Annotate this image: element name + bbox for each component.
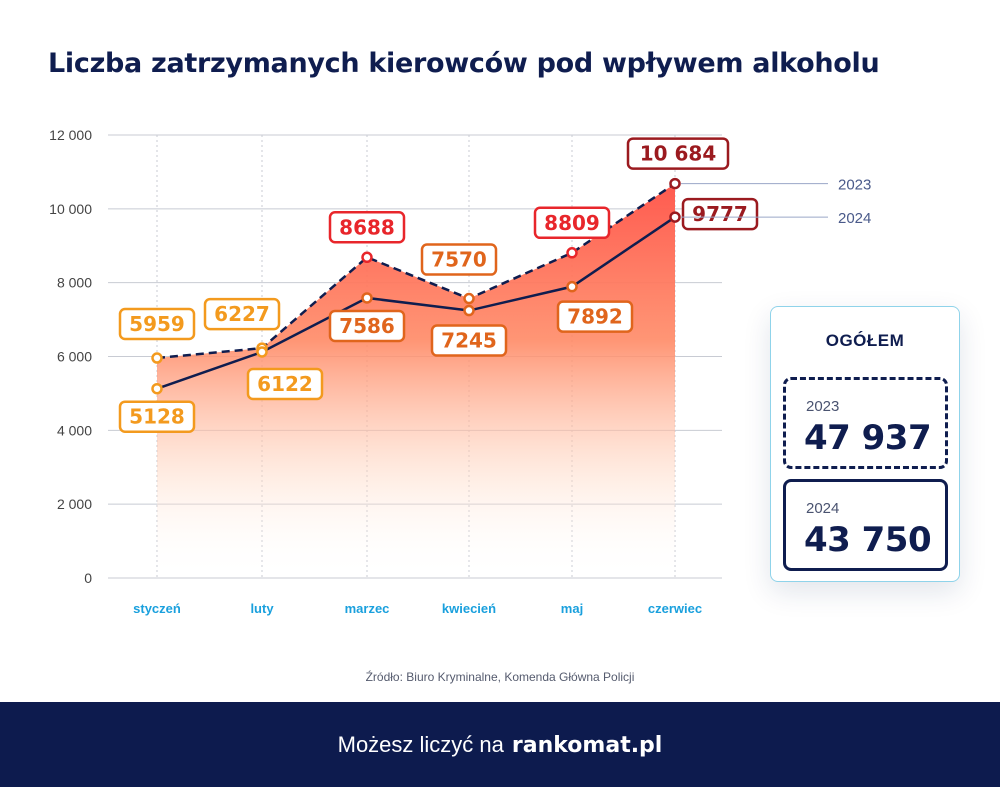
line-layer [156, 182, 676, 390]
data-label-2024-text: 9777 [692, 202, 748, 226]
y-tick-label: 2 000 [57, 496, 92, 512]
marker-2023 [151, 352, 163, 364]
x-tick-label: czerwiec [648, 601, 702, 616]
data-label-2024-text: 7245 [441, 329, 497, 353]
data-label-2023-text: 8688 [339, 215, 395, 239]
data-label-2024-text: 6122 [257, 372, 313, 396]
data-label-2023-box [203, 297, 281, 331]
footer-content: Możesz liczyć na rankomat.pl [0, 732, 1000, 758]
footer-brand-logo[interactable]: rankomat.pl [511, 733, 663, 758]
marker-2024 [256, 346, 268, 358]
chart-title: Liczba zatrzymanych kierowców pod wpływe… [48, 48, 880, 79]
totals-title: OGÓŁEM [825, 331, 905, 350]
x-tick-label: maj [561, 601, 583, 616]
marker-2023 [463, 292, 475, 305]
line-2024 [156, 216, 676, 390]
x-tick-label: luty [250, 601, 274, 616]
area-layer [157, 183, 675, 578]
data-label-2023-text: 8809 [544, 211, 600, 235]
data-label-2023-text: 6227 [214, 302, 270, 326]
total-2023-value: 47 937 [804, 418, 932, 458]
data-label-2023-box [328, 211, 406, 244]
marker-2024 [151, 382, 163, 395]
data-label-2024-box [246, 367, 324, 401]
y-tick-label: 0 [84, 570, 92, 586]
footer-bar: Możesz liczyć na rankomat.pl [0, 702, 1000, 787]
data-label-2023-box [118, 307, 196, 341]
footer-tagline: Możesz liczyć na [337, 732, 504, 757]
line-chart: 5959 6227 8688 7570 8809 10 684 5128 6122 7586 72… [49, 127, 871, 616]
y-tick-label: 6 000 [57, 349, 92, 365]
data-label-2023-text: 7570 [431, 248, 487, 272]
y-tick-label: 8 000 [57, 275, 92, 291]
data-label-2024-box [556, 300, 634, 333]
data-label-2024-text: 5128 [129, 405, 185, 429]
total-2024-value: 43 750 [804, 520, 932, 560]
marker-2023 [361, 251, 373, 264]
line-2023 [156, 182, 676, 360]
y-tick-label: 10 000 [49, 201, 92, 217]
y-tick-label: 12 000 [49, 127, 92, 143]
total-2023-year: 2023 [806, 398, 840, 415]
series-name-label: 2024 [838, 210, 871, 227]
data-label-2024-box [430, 324, 508, 357]
data-label-2024-box [328, 309, 406, 343]
data-label-layer: 5959 6227 8688 7570 8809 10 684 5128 6122 7586 72… [118, 137, 759, 433]
data-label-2024-text: 7586 [339, 314, 395, 338]
x-tick-label: marzec [345, 601, 390, 616]
total-2024-box: 2024 43 750 [783, 479, 948, 571]
totals-card: OGÓŁEM 2023 47 937 2024 43 750 [770, 306, 960, 582]
data-label-2024-box [681, 197, 759, 231]
marker-2024 [361, 292, 373, 304]
marker-2023 [566, 247, 578, 259]
x-tick-label: styczeń [133, 601, 181, 616]
data-label-2023-box [420, 243, 498, 276]
marker-2023 [669, 177, 681, 190]
data-label-2023-box [533, 206, 611, 240]
data-label-2023-box [626, 137, 730, 170]
series-name-label: 2023 [838, 177, 871, 194]
data-label-2024-box [118, 400, 196, 433]
total-2024-year: 2024 [806, 500, 840, 517]
x-tick-label: kwiecień [442, 601, 496, 616]
marker-2024 [566, 280, 578, 293]
marker-layer [151, 177, 681, 395]
y-tick-label: 4 000 [57, 422, 92, 438]
data-label-2023-text: 10 684 [640, 142, 717, 166]
data-label-2023-text: 5959 [129, 312, 185, 336]
total-2023-box: 2023 47 937 [783, 377, 948, 469]
marker-2024 [463, 304, 475, 317]
source-note: Źródło: Biuro Kryminalne, Komenda Główna… [365, 670, 635, 684]
axis-layer: 0 2 000 4 000 6 000 8 000 10 000 12 000 styczeń… [49, 127, 871, 616]
marker-2024 [669, 211, 681, 223]
area-2023 [157, 183, 675, 578]
data-label-2024-text: 7892 [567, 305, 623, 329]
